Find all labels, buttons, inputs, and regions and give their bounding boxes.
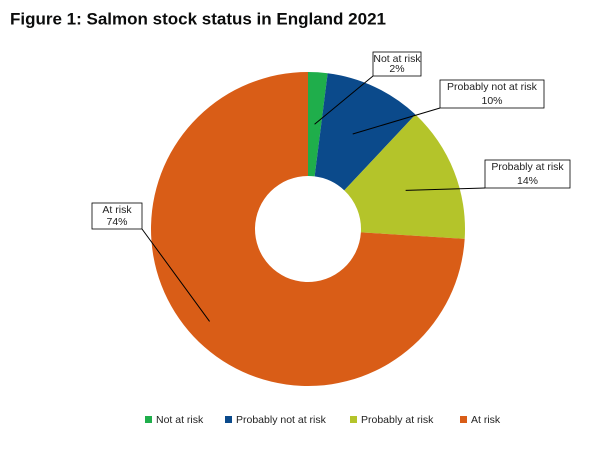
donut-slice [344,114,466,239]
legend-label: Not at risk [156,414,204,426]
callout-box [91,202,143,230]
legend-label: Probably not at risk [236,414,327,426]
callout-line [352,107,441,135]
callout-category: Probably not at risk [447,81,538,93]
callout-category: Probably at risk [491,161,564,173]
legend-label: At risk [471,414,501,426]
callout-line [405,187,486,191]
legend-swatch [460,416,467,423]
legend-swatch [350,416,357,423]
callout-category: Not at risk [373,53,421,65]
callout-value: 10% [481,95,502,107]
callout-line [314,75,374,125]
legend-label: Probably at risk [361,414,434,426]
legend-swatch [145,416,152,423]
callout-box [439,79,545,109]
callout-value: 2% [389,63,404,75]
callout-value: 14% [517,175,538,187]
callout-category: At risk [102,204,132,216]
donut-slice [314,73,416,191]
callout-box [484,159,571,189]
chart-title: Figure 1: Salmon stock status in England… [10,9,386,28]
donut-slice [151,72,465,386]
callout-box [372,51,422,77]
donut-slice [308,72,328,177]
callout-value: 74% [106,216,127,228]
legend-swatch [225,416,232,423]
callout-line [141,228,210,322]
